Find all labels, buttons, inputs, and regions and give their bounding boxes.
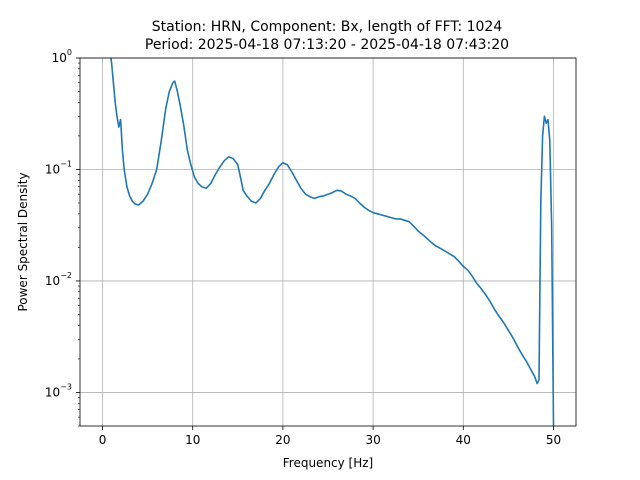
y-tick-exponent: 0 (67, 48, 72, 57)
axes (76, 57, 577, 430)
grid-lines (80, 57, 576, 426)
x-tick-label: 0 (99, 433, 107, 447)
y-tick-exponent: −3 (60, 382, 72, 391)
y-tick-exponent: −1 (60, 159, 72, 168)
x-tick-label: 50 (546, 433, 561, 447)
chart-title-line1: Station: HRN, Component: Bx, length of F… (152, 19, 503, 35)
psd-series-line (110, 58, 555, 426)
y-axis-label: Power Spectral Density (16, 172, 30, 311)
y-tick-base: 10 (45, 274, 60, 288)
y-tick-base: 10 (52, 51, 67, 65)
x-tick-label: 20 (275, 433, 290, 447)
x-tick-label: 40 (456, 433, 471, 447)
y-tick-label: 10−1 (45, 159, 72, 176)
chart-title-line2: Period: 2025-04-18 07:13:20 - 2025-04-18… (145, 37, 509, 53)
y-tick-label: 100 (52, 48, 72, 65)
plot-frame (79, 57, 577, 427)
y-tick-exponent: −2 (60, 271, 72, 280)
y-tick-base: 10 (45, 385, 60, 399)
y-tick-base: 10 (45, 162, 60, 176)
y-tick-label: 10−2 (45, 271, 72, 288)
x-axis-label: Frequency [Hz] (283, 456, 374, 470)
data-series (110, 58, 555, 426)
y-tick-label: 10−3 (45, 382, 72, 399)
x-tick-label: 10 (185, 433, 200, 447)
x-tick-label: 30 (365, 433, 380, 447)
